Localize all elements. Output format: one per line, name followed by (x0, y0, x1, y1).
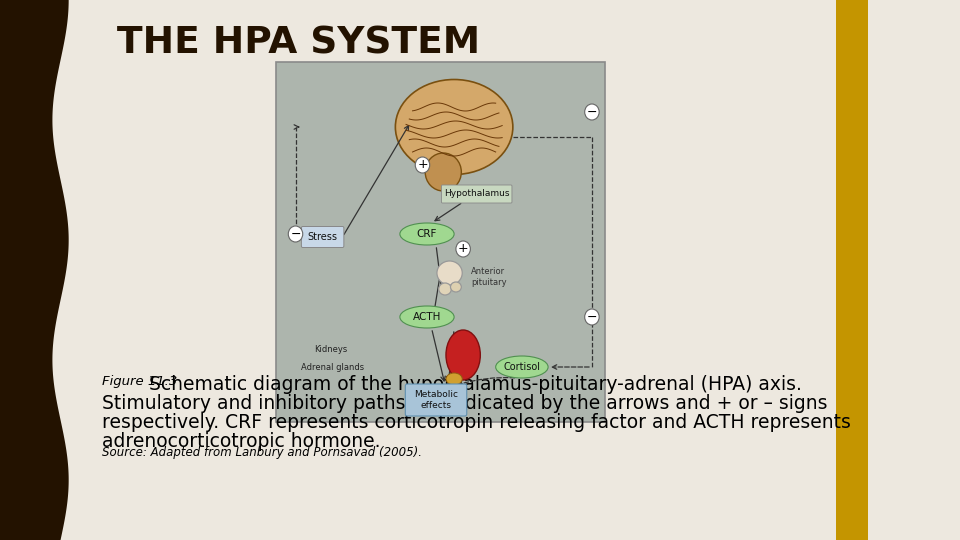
Polygon shape (0, 0, 69, 540)
Circle shape (585, 104, 599, 120)
Text: +: + (458, 242, 468, 255)
Text: −: − (290, 227, 300, 240)
Text: Adrenal glands: Adrenal glands (300, 362, 364, 372)
Text: Figure 11.3: Figure 11.3 (102, 375, 178, 388)
Ellipse shape (495, 356, 548, 378)
Text: Cortisol: Cortisol (503, 362, 540, 372)
Text: Anterior
pituitary: Anterior pituitary (471, 267, 507, 287)
Ellipse shape (396, 79, 513, 174)
Text: Schematic diagram of the hypothalamus-pituitary-adrenal (HPA) axis.: Schematic diagram of the hypothalamus-pi… (149, 375, 802, 394)
Circle shape (585, 309, 599, 325)
Text: CRF: CRF (417, 229, 437, 239)
Ellipse shape (437, 261, 463, 285)
FancyBboxPatch shape (405, 384, 467, 416)
Text: −: − (587, 105, 597, 118)
FancyBboxPatch shape (442, 185, 512, 203)
Text: Source: Adapted from Lanbury and Pornsavad (2005).: Source: Adapted from Lanbury and Pornsav… (102, 446, 422, 459)
Text: THE HPA SYSTEM: THE HPA SYSTEM (117, 25, 481, 61)
Text: respectively. CRF represents corticotropin releasing factor and ACTH represents: respectively. CRF represents corticotrop… (102, 413, 851, 432)
Ellipse shape (400, 223, 454, 245)
Text: −: − (587, 310, 597, 323)
Circle shape (288, 226, 302, 242)
Bar (836, 0, 868, 540)
FancyBboxPatch shape (276, 62, 606, 422)
Ellipse shape (450, 282, 462, 292)
Ellipse shape (400, 306, 454, 328)
Text: Stimulatory and inhibitory paths are indicated by the arrows and + or – signs: Stimulatory and inhibitory paths are ind… (102, 394, 828, 413)
Circle shape (456, 241, 470, 257)
Text: Stress: Stress (307, 232, 338, 242)
Text: +: + (418, 159, 428, 172)
FancyBboxPatch shape (301, 226, 344, 247)
Text: Metabolic
effects: Metabolic effects (414, 390, 458, 410)
Text: adrenocorticotropic hormone.: adrenocorticotropic hormone. (102, 432, 380, 451)
Ellipse shape (446, 373, 463, 385)
Ellipse shape (446, 330, 480, 380)
Ellipse shape (425, 153, 462, 191)
Ellipse shape (439, 283, 451, 295)
Text: ACTH: ACTH (413, 312, 442, 322)
Text: Hypothalamus: Hypothalamus (444, 190, 510, 199)
Text: Kidneys: Kidneys (315, 345, 348, 354)
Circle shape (416, 157, 430, 173)
